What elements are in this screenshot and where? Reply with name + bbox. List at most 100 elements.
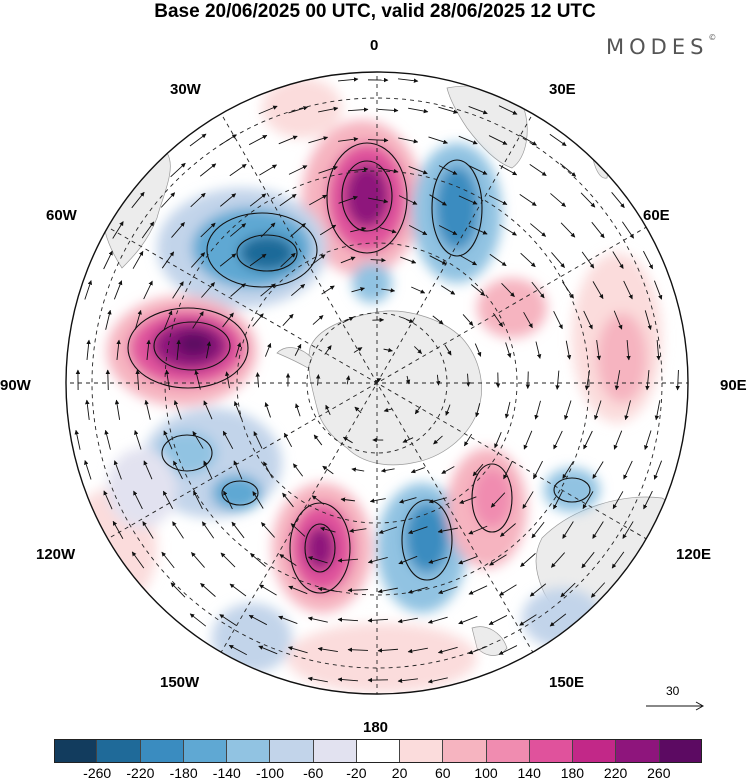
wind-arrow bbox=[560, 582, 576, 598]
colorbar-segment bbox=[54, 739, 98, 763]
wind-arrow bbox=[594, 400, 602, 420]
wind-arrow bbox=[553, 310, 563, 330]
new-zealand bbox=[471, 626, 508, 656]
wind-arrow bbox=[190, 252, 206, 268]
wind-arrow bbox=[318, 106, 339, 113]
colorbar-tick-label: -100 bbox=[255, 765, 285, 781]
wind-arrow bbox=[337, 617, 359, 622]
wind-arrow bbox=[398, 78, 419, 83]
wind-arrow bbox=[643, 250, 653, 270]
wind-arrow bbox=[112, 221, 124, 239]
wind-arrow bbox=[429, 255, 447, 265]
wind-arrow bbox=[656, 339, 661, 361]
wind-arrow bbox=[644, 430, 652, 450]
wind-arrow bbox=[170, 582, 186, 598]
wind-arrow bbox=[349, 528, 367, 533]
colorbar-tick-label: 260 bbox=[647, 765, 671, 781]
wind-arrow bbox=[249, 193, 267, 207]
lon-label-60w: 60W bbox=[46, 207, 77, 224]
wind-arrow bbox=[611, 551, 625, 569]
wind-arrow bbox=[488, 195, 508, 205]
wind-arrow bbox=[231, 521, 245, 539]
wind-arrow bbox=[504, 401, 511, 419]
wind-arrow bbox=[279, 554, 297, 566]
colorbar-tick-label: -60 bbox=[303, 765, 324, 781]
wind-arrow bbox=[351, 467, 365, 472]
wind-arrow bbox=[193, 490, 203, 510]
wind-arrow bbox=[317, 586, 338, 593]
wind-arrow bbox=[264, 342, 272, 357]
wind-arrow bbox=[315, 374, 321, 386]
wind-arrow bbox=[85, 399, 90, 420]
wind-arrow bbox=[428, 556, 448, 564]
wind-arrow bbox=[291, 283, 306, 297]
wind-arrow bbox=[170, 162, 186, 178]
reference-vector-label: 30 bbox=[666, 684, 680, 698]
wind-arrow bbox=[255, 372, 260, 388]
wind-arrow bbox=[74, 429, 81, 450]
wind-arrow bbox=[176, 339, 181, 360]
wind-arrow bbox=[459, 254, 477, 266]
wind-arrow bbox=[438, 165, 458, 175]
wind-arrow bbox=[229, 163, 247, 177]
wind-arrow bbox=[367, 618, 389, 623]
wind-arrow bbox=[468, 106, 488, 115]
wind-arrow bbox=[313, 434, 323, 446]
wind-arrow bbox=[337, 558, 359, 563]
lon-label-120e: 120E bbox=[676, 546, 712, 563]
wind-arrow bbox=[370, 257, 386, 263]
wind-arrow bbox=[308, 136, 329, 144]
colorbar-segment bbox=[443, 739, 487, 763]
colorbar-tick-label: -260 bbox=[83, 765, 112, 781]
wind-arrow bbox=[172, 521, 184, 539]
wind-arrow bbox=[550, 552, 566, 568]
wind-arrow bbox=[350, 226, 367, 233]
wind-arrow bbox=[162, 490, 174, 510]
wind-arrow bbox=[348, 167, 369, 172]
wind-arrow bbox=[260, 222, 276, 238]
wind-arrow bbox=[459, 496, 477, 504]
wind-arrow bbox=[192, 311, 204, 329]
wind-arrow bbox=[146, 339, 151, 360]
wind-arrow bbox=[259, 164, 277, 176]
wind-arrow bbox=[551, 252, 565, 268]
wind-arrow bbox=[369, 498, 386, 503]
wind-arrow bbox=[592, 281, 604, 300]
wind-arrow bbox=[260, 283, 276, 297]
wind-arrow bbox=[398, 195, 418, 205]
wind-arrow bbox=[131, 191, 145, 209]
wind-arrow bbox=[444, 344, 452, 356]
wind-arrow bbox=[132, 250, 144, 269]
wind-arrow bbox=[458, 135, 478, 145]
wind-arrow bbox=[519, 134, 537, 146]
wind-arrow bbox=[400, 256, 417, 264]
wind-arrow bbox=[489, 253, 507, 267]
wind-arrow bbox=[258, 105, 278, 115]
wind-arrow bbox=[438, 106, 459, 114]
wind-arrow bbox=[234, 401, 242, 419]
wind-arrow bbox=[432, 315, 444, 325]
wind-arrow bbox=[534, 400, 541, 420]
wind-arrow bbox=[654, 400, 661, 421]
colorbar-tick-label: 220 bbox=[603, 765, 628, 781]
wind-arrow bbox=[133, 490, 143, 510]
wind-arrow bbox=[294, 343, 302, 356]
wind-arrow bbox=[263, 461, 273, 479]
colorbar-tick-label: -20 bbox=[346, 765, 367, 781]
wind-arrow bbox=[613, 310, 623, 330]
wind-arrow bbox=[203, 400, 213, 420]
polar-stereographic-map: + bbox=[65, 71, 689, 695]
colorbar-segment bbox=[227, 739, 271, 763]
wind-arrow bbox=[135, 369, 140, 391]
colorbar-segment bbox=[356, 739, 401, 763]
wind-arrow bbox=[519, 193, 537, 207]
wind-arrow bbox=[164, 369, 170, 390]
colorbar-segment bbox=[400, 739, 444, 763]
wind-arrow bbox=[438, 225, 458, 235]
wind-arrow bbox=[435, 374, 441, 386]
wind-arrow bbox=[624, 400, 631, 421]
antarctic-peninsula bbox=[276, 347, 313, 369]
lon-label-150e: 150E bbox=[549, 674, 585, 691]
wind-arrow bbox=[529, 163, 547, 177]
wind-arrow bbox=[533, 460, 543, 480]
